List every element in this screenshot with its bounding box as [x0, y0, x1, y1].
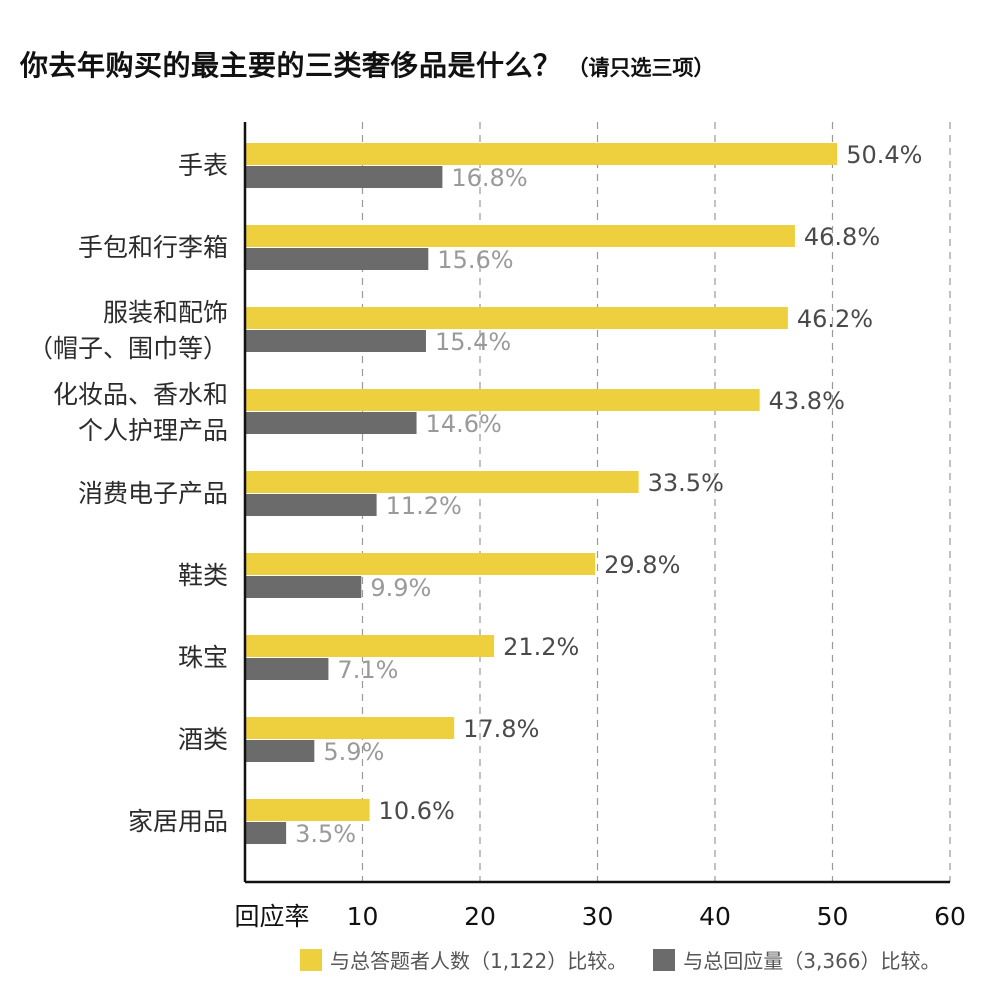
value-label-responses-5: 9.9% — [370, 574, 431, 602]
value-label-respondents-7: 17.8% — [463, 715, 539, 743]
category-label-6: 珠宝 — [178, 643, 228, 672]
value-label-respondents-5: 29.8% — [604, 551, 680, 579]
chart-title: 你去年购买的最主要的三类奢侈品是什么？ （请只选三项） — [20, 44, 980, 84]
category-label-0: 手表 — [178, 151, 228, 180]
x-axis-title: 回应率 — [234, 902, 309, 931]
bar-respondents-1 — [245, 225, 795, 247]
bar-respondents-7 — [245, 717, 455, 739]
x-tick-label-30: 30 — [582, 902, 614, 931]
bar-responses-3 — [245, 412, 417, 434]
chart-title-note: （请只选三项） — [567, 56, 715, 80]
category-label-1: 手包和行李箱 — [78, 233, 228, 262]
value-label-responses-8: 3.5% — [295, 820, 356, 848]
value-label-respondents-6: 21.2% — [503, 633, 579, 661]
value-label-responses-0: 16.8% — [451, 164, 527, 192]
x-tick-label-10: 10 — [347, 902, 379, 931]
category-label-5: 鞋类 — [178, 561, 228, 590]
value-label-respondents-8: 10.6% — [379, 797, 455, 825]
value-label-responses-4: 11.2% — [386, 492, 462, 520]
value-label-responses-1: 15.6% — [437, 246, 513, 274]
bar-responses-7 — [245, 740, 315, 762]
legend-label-respondents: 与总答题者人数（1,122）比较。 — [330, 949, 628, 973]
chart-legend: 与总答题者人数（1,122）比较。 与总回应量（3,366）比较。 — [300, 945, 990, 974]
category-label-2-line-2: （帽子、围巾等） — [28, 334, 228, 363]
value-label-responses-2: 15.4% — [435, 328, 511, 356]
bar-respondents-4 — [245, 471, 639, 493]
value-label-respondents-0: 50.4% — [846, 141, 922, 169]
value-label-responses-3: 14.6% — [426, 410, 502, 438]
bar-respondents-3 — [245, 389, 760, 411]
x-tick-label-60: 60 — [934, 902, 966, 931]
bar-responses-6 — [245, 658, 329, 680]
chart-title-main: 你去年购买的最主要的三类奢侈品是什么？ — [20, 49, 562, 82]
value-label-respondents-4: 33.5% — [648, 469, 724, 497]
bar-respondents-0 — [245, 143, 838, 165]
category-label-4: 消费电子产品 — [78, 479, 228, 508]
bar-responses-8 — [245, 822, 287, 844]
bar-respondents-8 — [245, 799, 370, 821]
value-label-respondents-1: 46.8% — [804, 223, 880, 251]
x-tick-label-20: 20 — [464, 902, 496, 931]
bar-responses-1 — [245, 248, 429, 270]
value-label-respondents-3: 43.8% — [769, 387, 845, 415]
legend-label-responses: 与总回应量（3,366）比较。 — [683, 949, 941, 973]
bar-responses-5 — [245, 576, 362, 598]
x-tick-label-50: 50 — [817, 902, 849, 931]
legend-swatch-yellow — [300, 948, 322, 971]
bar-responses-2 — [245, 330, 426, 352]
legend-item-respondents: 与总答题者人数（1,122）比较。 — [300, 945, 627, 974]
value-label-responses-6: 7.1% — [337, 656, 398, 684]
value-label-respondents-2: 46.2% — [797, 305, 873, 333]
bar-respondents-5 — [245, 553, 596, 575]
x-tick-label-40: 40 — [699, 902, 731, 931]
legend-swatch-gray — [653, 948, 676, 971]
bar-responses-4 — [245, 494, 377, 516]
category-label-3-line-1: 化妆品、香水和 — [53, 380, 228, 409]
category-label-8: 家居用品 — [128, 807, 228, 836]
category-label-2-line-1: 服装和配饰 — [103, 298, 228, 327]
category-label-7: 酒类 — [178, 725, 228, 754]
category-label-3-line-2: 个人护理产品 — [78, 416, 228, 445]
value-label-responses-7: 5.9% — [323, 738, 384, 766]
legend-item-responses: 与总回应量（3,366）比较。 — [653, 945, 941, 974]
bar-respondents-2 — [245, 307, 788, 329]
bar-respondents-6 — [245, 635, 495, 657]
bar-responses-0 — [245, 166, 443, 188]
